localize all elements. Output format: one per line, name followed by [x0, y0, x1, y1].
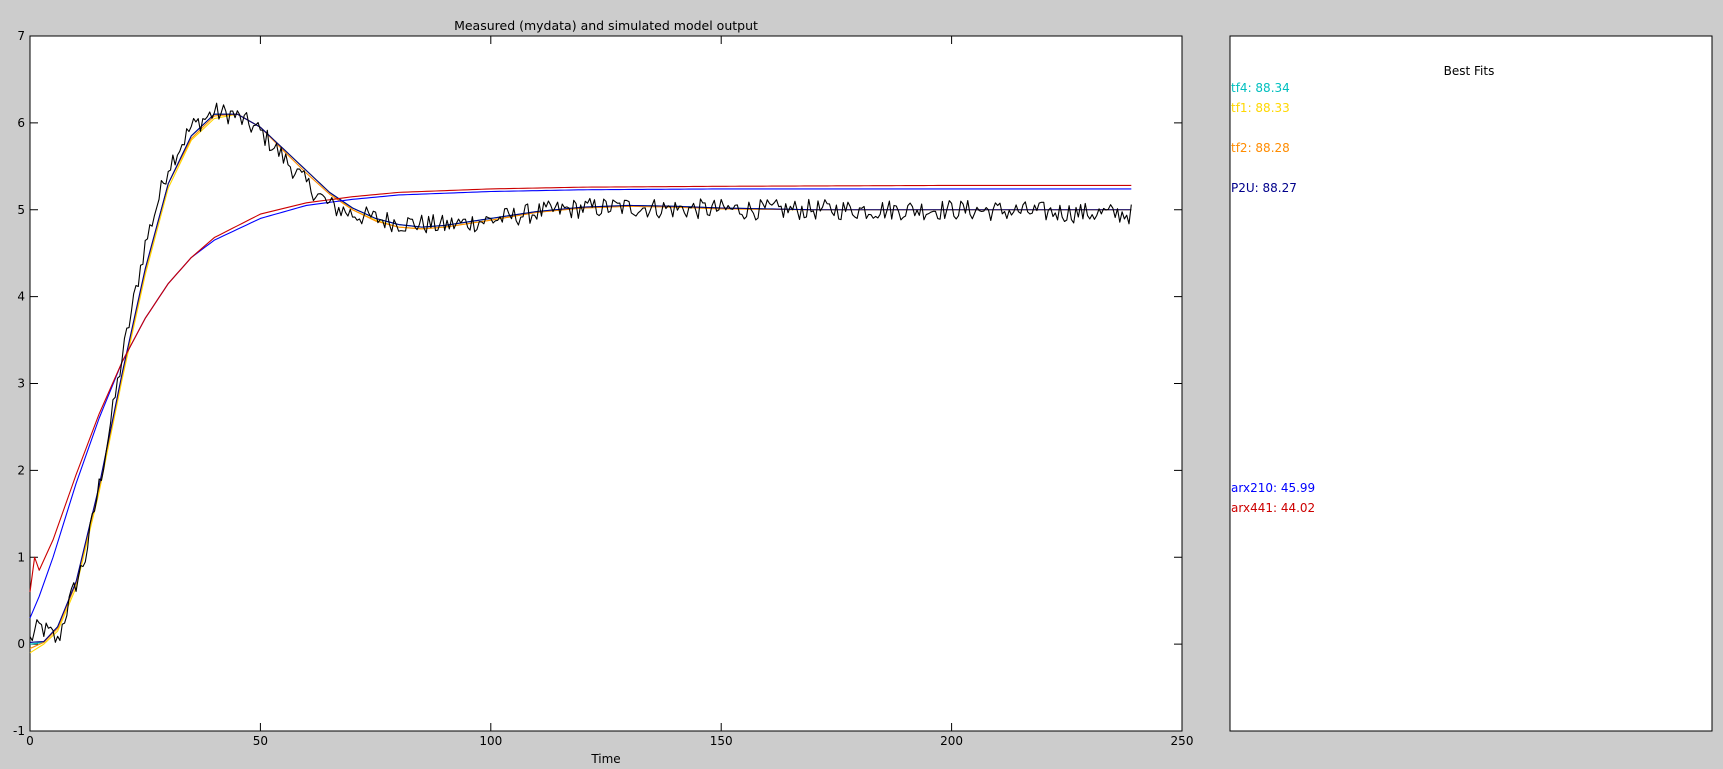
best-fits-panel: Best Fits tf4: 88.34 tf1: 88.33 tf2: 88.28…	[1229, 35, 1713, 732]
best-fit-entry: arx210: 45.99	[1231, 481, 1315, 495]
y-tick-label: 3	[17, 377, 25, 391]
y-tick-label: -1	[13, 724, 25, 738]
series-lines	[29, 102, 1132, 654]
y-tick-label: 2	[17, 463, 25, 477]
x-axis-label: Time	[590, 752, 620, 766]
x-tick-label: 200	[940, 734, 963, 748]
y-tick-label: 1	[17, 550, 25, 564]
best-fit-entry: P2U: 88.27	[1231, 181, 1297, 195]
best-fit-entry: arx441: 44.02	[1231, 501, 1315, 515]
best-fits-box	[1229, 35, 1713, 732]
best-fits-entries: tf4: 88.34 tf1: 88.33 tf2: 88.28 P2U: 88.27…	[1231, 81, 1315, 515]
series-line-mydata	[29, 102, 1132, 643]
x-tick-label: 0	[26, 734, 34, 748]
x-tick-label: 250	[1171, 734, 1194, 748]
x-tick-label: 50	[253, 734, 268, 748]
y-tick-label: 4	[17, 290, 25, 304]
best-fit-entry: tf2: 88.28	[1231, 141, 1290, 155]
y-tick-label: 6	[17, 116, 25, 130]
x-tick-label: 150	[710, 734, 733, 748]
y-tick-label: 0	[17, 637, 25, 651]
best-fits-title: Best Fits	[1444, 64, 1495, 78]
axis-ticks	[29, 35, 1183, 732]
best-fit-entry: tf4: 88.34	[1231, 81, 1290, 95]
x-tick-label: 100	[479, 734, 502, 748]
y-tick-label: 5	[17, 203, 25, 217]
series-line-arx210	[29, 188, 1132, 619]
plot-area[interactable]	[29, 35, 1183, 732]
plot-title: Measured (mydata) and simulated model ou…	[454, 18, 758, 33]
best-fit-entry: tf1: 88.33	[1231, 101, 1290, 115]
series-line-arx441	[29, 184, 1132, 593]
y-tick-label: 7	[17, 29, 25, 43]
